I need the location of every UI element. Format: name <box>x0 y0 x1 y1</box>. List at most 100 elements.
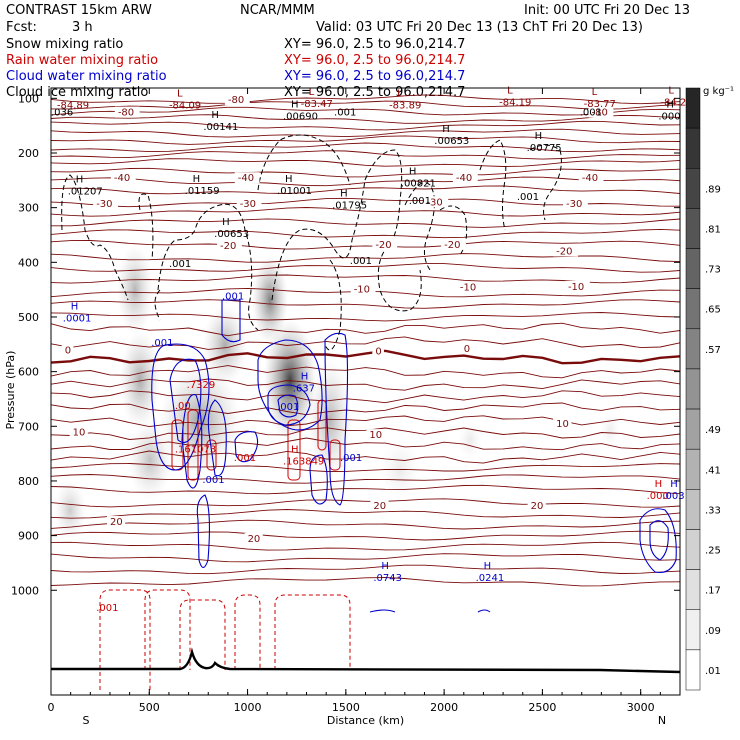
isotherm-label-bg <box>244 532 263 544</box>
extremum-tag: H <box>442 124 450 135</box>
colorbar-swatch <box>685 87 701 129</box>
isotherm-label: 0 <box>65 345 71 356</box>
cloud-water-contour <box>234 431 259 463</box>
colorbar-swatch <box>685 609 701 651</box>
extremum-tag: L <box>507 86 513 97</box>
right-endpoint: N <box>658 714 666 727</box>
colorbar-tick-label: .57 <box>705 345 721 356</box>
isotherm <box>50 390 681 404</box>
isotherm-zero <box>50 349 681 365</box>
colorbar-swatch <box>685 248 701 289</box>
snow-shade-blob <box>308 360 352 480</box>
cloud-water-contour <box>277 394 299 418</box>
extremum-tag: H <box>76 175 84 186</box>
isotherm <box>50 176 681 187</box>
isotherm <box>50 263 681 273</box>
isotherm-label-bg <box>93 197 119 209</box>
y-tick-label: 700 <box>18 420 39 433</box>
isotherm-label: -10 <box>354 285 370 296</box>
extremum-value: -84.19 <box>499 98 531 109</box>
isotherm <box>50 94 681 105</box>
isotherm <box>50 450 681 464</box>
rain-contour <box>274 594 351 670</box>
extremum-value: .001 <box>334 107 356 118</box>
isotherm-label-bg <box>452 172 478 184</box>
extremum-value: -83.77 <box>584 99 616 110</box>
isotherm-label: 20 <box>248 534 261 545</box>
isotherm-label: 0 <box>375 346 381 357</box>
extremum-tag: H <box>211 110 219 121</box>
extremum-value: .001 <box>350 256 372 267</box>
isotherm-label: 20 <box>110 517 123 528</box>
isotherm-label: -20 <box>556 246 572 257</box>
isotherm <box>50 415 681 428</box>
colorbar-swatch <box>685 368 701 410</box>
cloud-ice-contour <box>138 193 154 261</box>
model-title: CONTRAST 15km ARW <box>6 3 152 18</box>
cloud-ice-contour <box>271 179 366 301</box>
extremum-value: .001 <box>340 453 362 464</box>
isotherm-label-bg <box>553 418 572 430</box>
cloud-water-contour <box>207 399 227 477</box>
extremum-value: -84.89 <box>57 100 89 111</box>
cloud-water-contour <box>181 394 203 489</box>
extremum-value: .01795 <box>332 200 367 211</box>
isotherm <box>50 541 681 551</box>
isotherm-label-bg <box>234 172 260 184</box>
extremum-value: .001 <box>277 402 299 413</box>
extremum-value: .001 <box>169 259 191 270</box>
rain-contour <box>287 419 301 481</box>
left-endpoint: S <box>83 714 90 727</box>
isotherm <box>50 437 681 451</box>
colorbar-tick-label: .89 <box>705 184 721 195</box>
valid-time: Valid: 03 UTC Fri 20 Dec 13 (13 ChT Fri … <box>316 20 643 35</box>
extremum-tag: H <box>409 166 417 177</box>
snow-shade-blob <box>252 255 288 345</box>
isotherm <box>50 498 681 508</box>
extremum-tag: H <box>670 479 678 490</box>
x-tick-label: 1500 <box>332 701 360 714</box>
isotherm <box>50 484 681 495</box>
isotherm <box>50 142 681 153</box>
legend-coords: XY= 96.0, 2.5 to 96.0,214.7 <box>284 69 465 84</box>
isotherm-label: -20 <box>375 240 391 251</box>
isotherm <box>50 519 681 530</box>
isotherm-lines <box>50 94 681 587</box>
cloud-water-contour <box>477 609 491 613</box>
terrain-profile <box>51 647 681 674</box>
extremum-value: -84.2 <box>660 98 686 109</box>
extremum-value: .637 <box>293 383 315 394</box>
isotherm <box>50 312 681 322</box>
cloud-water-contour <box>324 332 349 506</box>
y-tick-label: 900 <box>18 530 39 543</box>
colorbar-tick-label: .09 <box>705 626 721 637</box>
extremum-value: .00 <box>175 401 191 412</box>
extremum-value: .00653 <box>214 229 249 240</box>
isotherm-label: -30 <box>96 199 112 210</box>
y-tick-label: 800 <box>18 475 39 488</box>
isotherm-label: 20 <box>531 501 544 512</box>
isotherm <box>50 240 681 250</box>
isotherm-label: -20 <box>220 241 236 252</box>
cloud-water-contour <box>196 494 210 569</box>
colorbar-unit: g kg⁻¹ <box>703 86 734 97</box>
isotherm <box>50 150 681 160</box>
cloud-ice-contour <box>364 149 422 312</box>
extremum-value: .00690 <box>283 111 318 122</box>
extremum-value: -83.47 <box>301 99 333 110</box>
x-axis-label: Distance (km) <box>327 714 404 727</box>
isotherm-label-bg <box>69 426 88 438</box>
extremum-value: .7329 <box>187 380 216 391</box>
center-title: NCAR/MMM <box>240 3 315 18</box>
colorbar-tick-label: .49 <box>705 425 721 436</box>
cloud-water-contour <box>221 299 241 343</box>
isotherm-label: -10 <box>568 282 584 293</box>
colorbar-swatch <box>685 288 701 330</box>
isotherm <box>50 135 681 145</box>
snow-shade-blob <box>128 420 172 500</box>
rain-contour <box>206 439 217 471</box>
isotherm-label-bg <box>527 500 546 512</box>
cloud-ice-contour <box>324 259 342 351</box>
isotherm-label-bg <box>110 172 136 184</box>
